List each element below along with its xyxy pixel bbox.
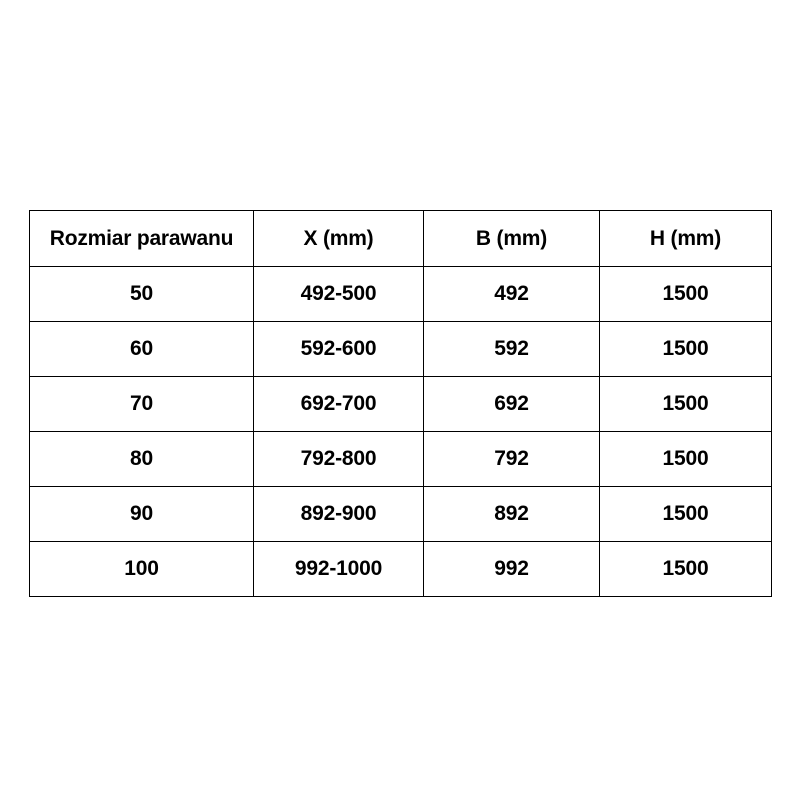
cell-h: 1500 bbox=[599, 486, 772, 542]
shower-screen-dimensions-table: Rozmiar parawanu X (mm) B (mm) H (mm) 50… bbox=[29, 210, 772, 597]
cell-size: 90 bbox=[29, 486, 254, 542]
column-header-b: B (mm) bbox=[423, 210, 600, 267]
cell-size: 80 bbox=[29, 431, 254, 487]
table-row: 80 792-800 792 1500 bbox=[29, 431, 772, 487]
table-row: 90 892-900 892 1500 bbox=[29, 486, 772, 542]
table-row: 60 592-600 592 1500 bbox=[29, 321, 772, 377]
cell-b: 892 bbox=[423, 486, 600, 542]
cell-size: 50 bbox=[29, 266, 254, 322]
cell-x: 892-900 bbox=[253, 486, 424, 542]
cell-b: 692 bbox=[423, 376, 600, 432]
table-row: 100 992-1000 992 1500 bbox=[29, 541, 772, 597]
cell-b: 792 bbox=[423, 431, 600, 487]
cell-h: 1500 bbox=[599, 541, 772, 597]
cell-x: 492-500 bbox=[253, 266, 424, 322]
column-header-h: H (mm) bbox=[599, 210, 772, 267]
cell-b: 592 bbox=[423, 321, 600, 377]
cell-size: 70 bbox=[29, 376, 254, 432]
cell-h: 1500 bbox=[599, 321, 772, 377]
table-header-row: Rozmiar parawanu X (mm) B (mm) H (mm) bbox=[29, 210, 772, 267]
cell-size: 60 bbox=[29, 321, 254, 377]
cell-size: 100 bbox=[29, 541, 254, 597]
cell-x: 692-700 bbox=[253, 376, 424, 432]
column-header-x: X (mm) bbox=[253, 210, 424, 267]
table-header: Rozmiar parawanu X (mm) B (mm) H (mm) bbox=[29, 210, 772, 267]
cell-x: 792-800 bbox=[253, 431, 424, 487]
cell-x: 592-600 bbox=[253, 321, 424, 377]
cell-b: 492 bbox=[423, 266, 600, 322]
cell-h: 1500 bbox=[599, 266, 772, 322]
table-row: 50 492-500 492 1500 bbox=[29, 266, 772, 322]
table-body: 50 492-500 492 1500 60 592-600 592 1500 … bbox=[29, 266, 772, 597]
cell-b: 992 bbox=[423, 541, 600, 597]
cell-x: 992-1000 bbox=[253, 541, 424, 597]
cell-h: 1500 bbox=[599, 431, 772, 487]
cell-h: 1500 bbox=[599, 376, 772, 432]
table-row: 70 692-700 692 1500 bbox=[29, 376, 772, 432]
spec-table-container: Rozmiar parawanu X (mm) B (mm) H (mm) 50… bbox=[29, 210, 772, 597]
column-header-size: Rozmiar parawanu bbox=[29, 210, 254, 267]
